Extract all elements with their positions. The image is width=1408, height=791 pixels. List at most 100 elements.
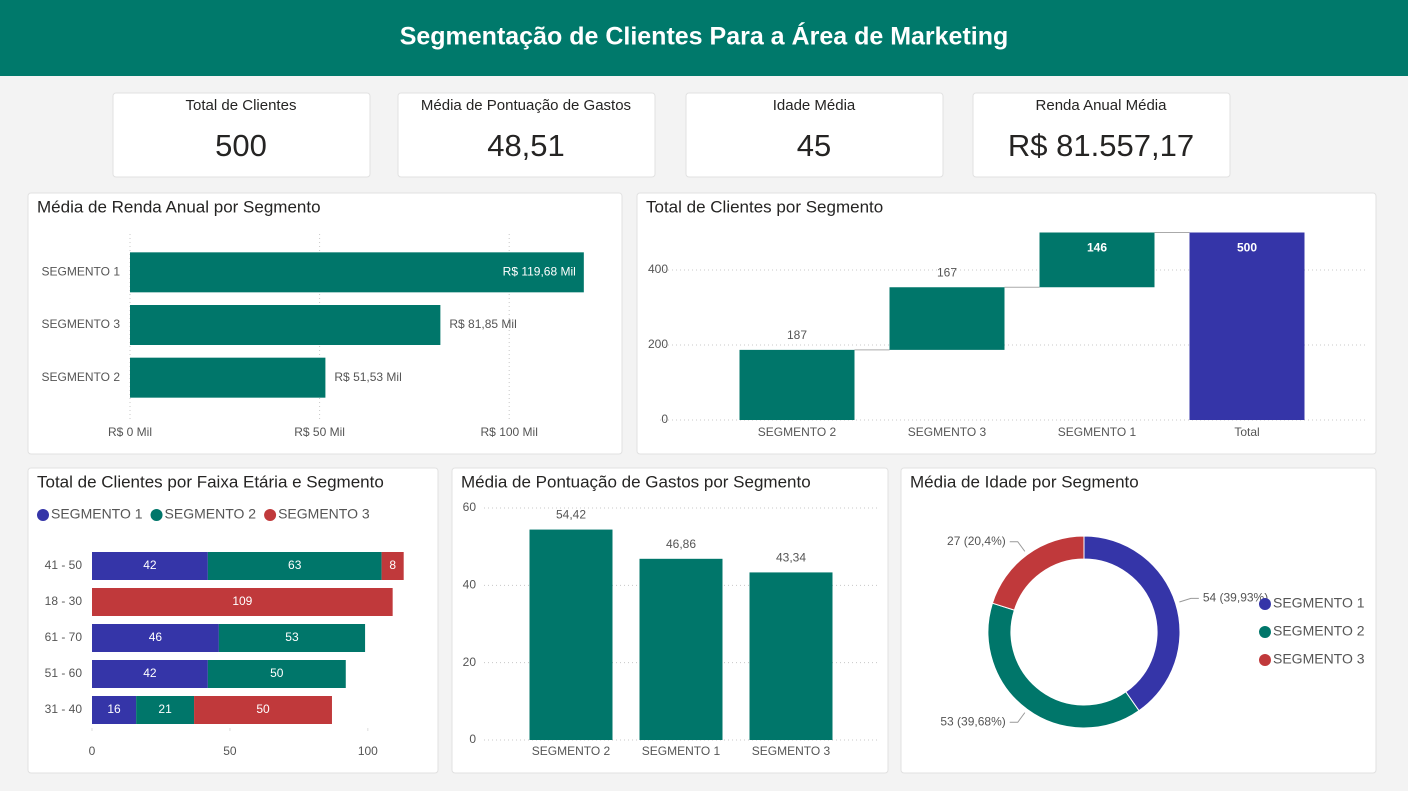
x-tick-label: SEGMENTO 3 [752,744,831,758]
bar-segment [92,696,137,724]
data-label: R$ 51,53 Mil [334,370,401,384]
data-label: 54 (39,93%) [1203,591,1268,605]
data-label: R$ 81,85 Mil [449,317,516,331]
leader-line [1179,597,1199,603]
kpi-value: 48,51 [487,128,565,163]
data-label: 53 (39,68%) [940,714,1005,728]
kpi-card [972,92,1231,178]
bar [739,349,855,420]
bar [130,305,441,345]
page-title: Segmentação de Clientes Para a Área de M… [400,22,1009,51]
bar-segment [218,624,366,652]
kpi-label: Idade Média [773,97,856,114]
bar [1039,232,1155,288]
y-tick-label: 20 [463,655,477,669]
kpi-label: Total de Clientes [186,97,297,114]
data-label: 21 [158,702,172,716]
data-label: 8 [389,558,396,572]
bar [889,287,1005,350]
bar-segment [92,624,219,652]
y-tick-label: SEGMENTO 2 [42,370,121,384]
bar [130,252,584,293]
x-tick-label: SEGMENTO 3 [908,425,987,439]
legend-label: SEGMENTO 1 [51,506,143,522]
legend-label: SEGMENTO 1 [1273,595,1365,611]
legend-marker [1259,626,1271,638]
kpi-value: R$ 81.557,17 [1008,128,1194,163]
y-tick-label: 31 - 40 [45,702,83,716]
y-tick-label: 40 [463,578,477,592]
data-label: 50 [256,702,270,716]
chart-title: Média de Pontuação de Gastos por Segment… [461,472,811,491]
legend-label: SEGMENTO 2 [165,506,257,522]
y-tick-label: 18 - 30 [45,594,83,608]
bar-segment [136,696,195,724]
x-tick-label: SEGMENTO 1 [1058,425,1137,439]
bar [529,529,613,740]
bar-segment [92,588,393,616]
data-label: 46 [149,630,163,644]
legend-marker [150,509,163,521]
bar-segment [92,660,208,688]
y-tick-label: 0 [469,732,476,746]
data-label: 50 [270,666,284,680]
y-tick-label: 200 [648,337,668,351]
data-label: 42 [143,666,157,680]
bar [130,357,326,398]
x-tick-label: R$ 100 Mil [481,425,538,439]
kpi-value: 45 [797,128,831,163]
bar-segment [381,552,404,580]
data-label: 187 [787,328,807,342]
x-tick-label: 0 [89,744,96,758]
kpi-value: 500 [215,128,267,163]
data-label: 53 [285,630,299,644]
legend-label: SEGMENTO 3 [278,506,370,522]
y-tick-label: 0 [661,412,668,426]
leader-line [1009,712,1026,723]
x-tick-label: 50 [223,744,237,758]
data-label: 167 [937,265,957,279]
x-tick-label: Total [1234,425,1259,439]
chart-title: Total de Clientes por Faixa Etária e Seg… [37,472,384,491]
data-label: 500 [1237,241,1257,255]
y-tick-label: 41 - 50 [45,558,83,572]
header-band [0,0,1408,76]
x-tick-label: SEGMENTO 1 [642,744,721,758]
bar [639,558,723,740]
data-label: 43,34 [776,551,806,565]
chart-title: Média de Idade por Segmento [910,472,1139,491]
y-tick-label: 61 - 70 [45,630,83,644]
bar-segment [207,552,382,580]
legend-label: SEGMENTO 3 [1273,651,1365,667]
legend-marker [37,509,49,521]
data-label: 16 [107,702,121,716]
data-label: 27 (20,4%) [947,534,1006,548]
donut-slice [991,535,1085,611]
x-tick-label: R$ 50 Mil [294,425,345,439]
legend-marker [264,509,277,521]
legend-label: SEGMENTO 2 [1273,623,1365,639]
bar-segment [207,660,346,688]
chart-title: Total de Clientes por Segmento [646,197,883,216]
y-tick-label: SEGMENTO 1 [42,265,121,279]
x-tick-label: 100 [358,744,378,758]
kpi-card [397,92,656,178]
kpi-label: Média de Pontuação de Gastos [421,97,631,114]
x-tick-label: SEGMENTO 2 [532,744,611,758]
data-label: 63 [288,558,302,572]
leader-line [1009,541,1026,552]
legend-marker [1259,598,1271,610]
kpi-card [685,92,944,178]
x-tick-label: R$ 0 Mil [108,425,152,439]
chart-title: Média de Renda Anual por Segmento [37,197,321,216]
kpi-card [112,92,371,178]
y-tick-label: SEGMENTO 3 [42,317,121,331]
y-tick-label: 400 [648,262,668,276]
bar-segment [92,552,208,580]
bar [749,572,833,740]
data-label: 54,42 [556,508,586,522]
data-label: 109 [232,594,252,608]
y-tick-label: 60 [463,500,477,514]
bar [1189,232,1305,420]
